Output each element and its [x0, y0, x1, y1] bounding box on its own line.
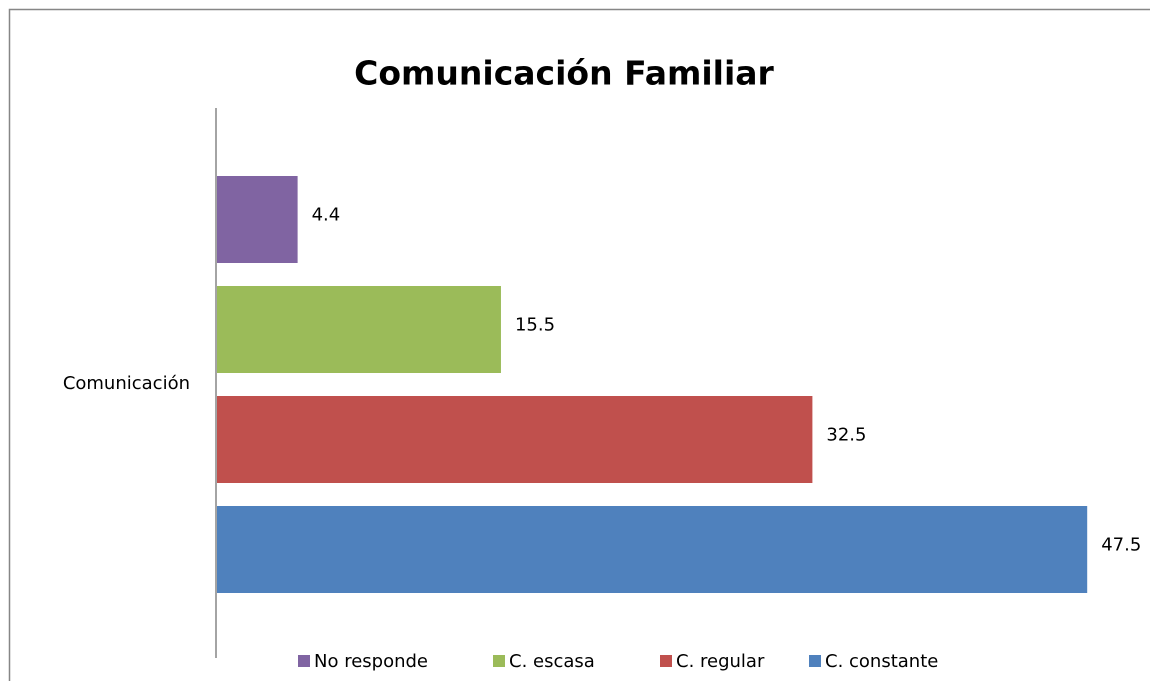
- legend-label: C. constante: [825, 651, 938, 672]
- data-label: 4.4: [312, 205, 341, 226]
- chart-title: Comunicación Familiar: [354, 54, 774, 93]
- data-label: 32.5: [826, 425, 866, 446]
- legend-swatch: [298, 655, 310, 667]
- legend-label: No responde: [314, 651, 428, 672]
- legend-label: C. regular: [676, 651, 765, 672]
- bar: [217, 396, 813, 483]
- bar: [217, 286, 501, 373]
- bar: [217, 176, 298, 263]
- data-label: 15.5: [515, 315, 555, 336]
- legend-swatch: [493, 655, 505, 667]
- data-label: 47.5: [1101, 535, 1141, 556]
- bar: [217, 506, 1088, 593]
- legend-swatch: [660, 655, 672, 667]
- category-label: Comunicación: [63, 373, 190, 394]
- legend-swatch: [809, 655, 821, 667]
- legend-label: C. escasa: [509, 651, 595, 672]
